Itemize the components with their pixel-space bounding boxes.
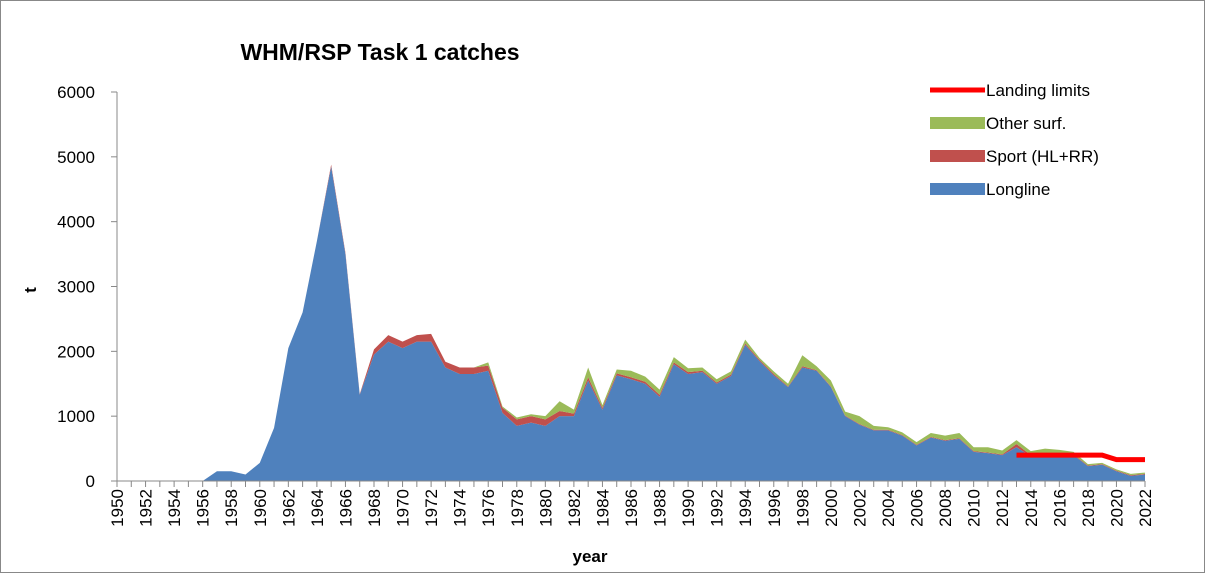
- y-tick-label: 4000: [57, 213, 95, 232]
- y-tick-label: 6000: [57, 83, 95, 102]
- x-tick-label: 1966: [336, 489, 355, 527]
- x-tick-label: 1984: [593, 489, 612, 527]
- x-tick-label: 1962: [279, 489, 298, 527]
- x-tick-label: 1980: [536, 489, 555, 527]
- x-tick-label: 2012: [993, 489, 1012, 527]
- x-tick-label: 1974: [451, 489, 470, 527]
- x-tick-label: 2018: [1079, 489, 1098, 527]
- x-tick-label: 1994: [736, 489, 755, 527]
- x-tick-label: 2008: [936, 489, 955, 527]
- y-tick-label: 0: [86, 472, 95, 491]
- x-tick-label: 2006: [908, 489, 927, 527]
- x-tick-label: 1968: [365, 489, 384, 527]
- x-tick-label: 2014: [1022, 489, 1041, 527]
- legend-label: Sport (HL+RR): [986, 147, 1099, 166]
- line: [1016, 452, 1145, 463]
- x-tick-label: 2010: [965, 489, 984, 527]
- x-axis-label: year: [573, 547, 608, 566]
- x-tick-label: 1988: [651, 489, 670, 527]
- x-tick-label: 1956: [194, 489, 213, 527]
- x-tick-label: 1982: [565, 489, 584, 527]
- y-axis-label: t: [21, 287, 40, 293]
- x-tick-label: 1998: [793, 489, 812, 527]
- legend-swatch: [930, 117, 985, 129]
- legend-swatch: [930, 183, 985, 195]
- x-tick-label: 2022: [1136, 489, 1155, 527]
- area: [117, 166, 1145, 481]
- x-tick-label: 1986: [622, 489, 641, 527]
- y-tick-label: 5000: [57, 148, 95, 167]
- x-tick-label: 2020: [1107, 489, 1126, 527]
- x-tick-label: 1976: [479, 489, 498, 527]
- legend-label: Other surf.: [986, 114, 1066, 133]
- x-tick-label: 1960: [251, 489, 270, 527]
- legend-label: Landing limits: [986, 81, 1090, 100]
- x-tick-label: 1958: [222, 489, 241, 527]
- y-tick-label: 3000: [57, 278, 95, 297]
- x-tick-label: 1950: [108, 489, 127, 527]
- x-tick-label: 1954: [165, 489, 184, 527]
- x-tick-label: 1978: [508, 489, 527, 527]
- x-tick-label: 2004: [879, 489, 898, 527]
- legend-swatch: [930, 150, 985, 162]
- y-tick-label: 1000: [57, 407, 95, 426]
- x-tick-label: 1992: [708, 489, 727, 527]
- x-tick-label: 1996: [765, 489, 784, 527]
- x-tick-label: 2002: [850, 489, 869, 527]
- x-tick-label: 1990: [679, 489, 698, 527]
- x-tick-label: 2000: [822, 489, 841, 527]
- y-tick-label: 2000: [57, 342, 95, 361]
- x-tick-label: 1972: [422, 489, 441, 527]
- area: [117, 164, 1145, 481]
- x-tick-label: 1970: [394, 489, 413, 527]
- x-tick-label: 2016: [1050, 489, 1069, 527]
- x-tick-label: 1952: [137, 489, 156, 527]
- x-tick-label: 1964: [308, 489, 327, 527]
- chart-title: WHM/RSP Task 1 catches: [240, 39, 519, 65]
- legend-label: Longline: [986, 180, 1050, 199]
